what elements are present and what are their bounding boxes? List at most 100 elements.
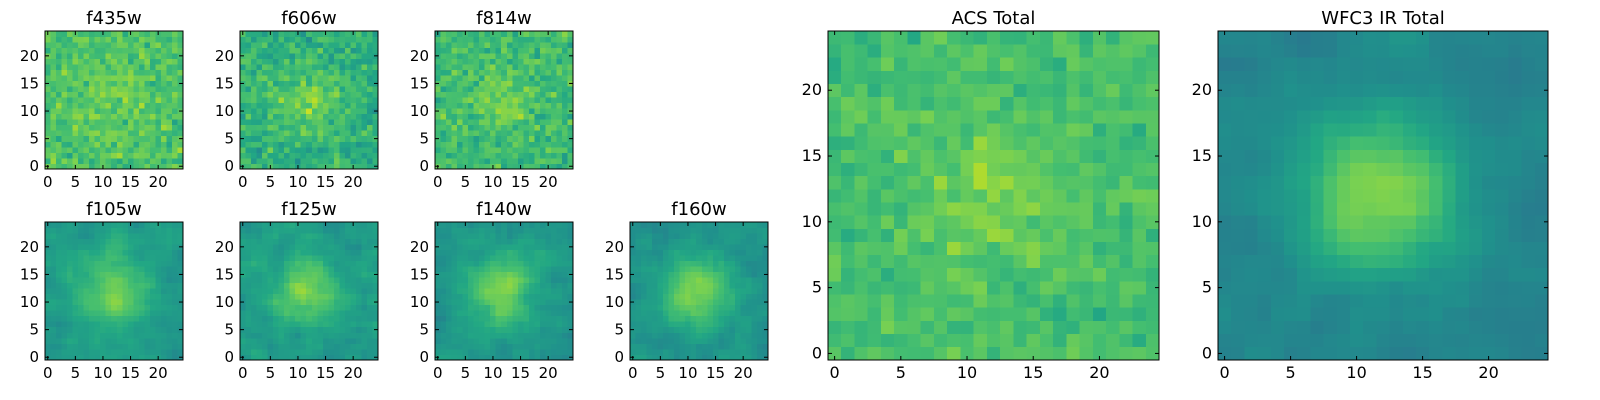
- heatmap-cell: [545, 332, 552, 339]
- heatmap-cell: [828, 294, 842, 308]
- heatmap-cell: [100, 332, 107, 339]
- heatmap-cell: [322, 86, 329, 93]
- heatmap-cell: [556, 348, 563, 355]
- heatmap-cell: [479, 42, 486, 48]
- heatmap-cell: [685, 343, 692, 350]
- heatmap-cell: [289, 86, 296, 93]
- heatmap-cell: [138, 31, 145, 37]
- heatmap-cell: [567, 42, 574, 48]
- heatmap-cell: [256, 130, 263, 137]
- heatmap-cell: [72, 293, 79, 300]
- heatmap-cell: [630, 304, 636, 311]
- heatmap-cell: [712, 266, 719, 273]
- heatmap-cell: [355, 31, 362, 37]
- heatmap-cell: [300, 354, 307, 361]
- heatmap-cell: [94, 36, 101, 43]
- heatmap-cell: [1145, 175, 1160, 190]
- heatmap-cell: [635, 348, 642, 355]
- heatmap-cell: [350, 146, 357, 153]
- heatmap-cell: [317, 260, 324, 267]
- heatmap-cell: [366, 69, 373, 76]
- heatmap-cell: [89, 354, 96, 361]
- heatmap-cell: [539, 222, 546, 228]
- heatmap-cell: [256, 157, 263, 164]
- heatmap-cell: [267, 337, 274, 344]
- heatmap-cell: [539, 310, 546, 317]
- heatmap-cell: [240, 304, 246, 311]
- heatmap-cell: [78, 146, 84, 153]
- heatmap-cell: [685, 238, 692, 245]
- heatmap-cell: [78, 304, 84, 311]
- heatmap-cell: [83, 141, 90, 148]
- heatmap-cell: [517, 315, 524, 322]
- heatmap-cell: [740, 227, 747, 234]
- heatmap-cell: [506, 222, 513, 228]
- heatmap-cell: [366, 310, 373, 317]
- heatmap-cell: [446, 354, 452, 361]
- heatmap-cell: [907, 333, 922, 348]
- heatmap-cell: [679, 337, 686, 344]
- heatmap-cell: [567, 337, 574, 344]
- heatmap-cell: [177, 102, 184, 109]
- heatmap-cell: [517, 36, 524, 43]
- heatmap-cell: [468, 343, 474, 350]
- heatmap-cell: [567, 343, 574, 350]
- heatmap-cell: [317, 36, 324, 43]
- heatmap-cell: [355, 238, 362, 245]
- heatmap-cell: [251, 260, 257, 267]
- heatmap-cell: [712, 260, 719, 267]
- heatmap-cell: [94, 135, 101, 142]
- heatmap-cell: [506, 124, 513, 131]
- heatmap-cell: [100, 80, 107, 87]
- heatmap-cell: [462, 249, 469, 256]
- heatmap-cell: [155, 337, 162, 344]
- heatmap-cell: [679, 282, 686, 289]
- heatmap-cell: [712, 255, 719, 261]
- heatmap-cell: [284, 337, 291, 344]
- y-tick-label: 5: [224, 130, 234, 148]
- heatmap-cell: [451, 124, 458, 131]
- heatmap-cell: [539, 91, 546, 98]
- heatmap-cell: [155, 321, 162, 328]
- heatmap-cell: [155, 332, 162, 339]
- heatmap-cell: [133, 244, 140, 250]
- heatmap-cell: [67, 271, 73, 278]
- heatmap-cell: [333, 255, 340, 261]
- heatmap-cell: [122, 332, 129, 339]
- heatmap-cell: [105, 42, 112, 48]
- heatmap-cell: [306, 326, 313, 333]
- heatmap-cell: [339, 249, 346, 256]
- heatmap-cell: [166, 348, 173, 355]
- heatmap-cell: [561, 321, 568, 328]
- heatmap-cell: [462, 326, 469, 333]
- heatmap-cell: [1145, 162, 1160, 177]
- heatmap-cell: [479, 310, 486, 317]
- heatmap-cell: [366, 244, 373, 250]
- heatmap-cell: [1000, 346, 1014, 361]
- heatmap-cell: [451, 233, 458, 239]
- heatmap-cell: [685, 310, 692, 317]
- heatmap-cell: [56, 332, 62, 339]
- heatmap-cell: [468, 310, 474, 317]
- heatmap-cell: [72, 260, 79, 267]
- heatmap-cell: [745, 315, 752, 322]
- heatmap-cell: [440, 69, 447, 76]
- heatmap-cell: [479, 282, 486, 289]
- heatmap-cell: [89, 47, 96, 54]
- heatmap-cell: [78, 315, 84, 322]
- heatmap-cell: [344, 321, 351, 328]
- heatmap-cell: [723, 227, 730, 234]
- heatmap-cell: [841, 333, 855, 348]
- heatmap-cell: [155, 86, 162, 93]
- heatmap-cell: [278, 141, 285, 148]
- heatmap-cell: [149, 97, 156, 104]
- heatmap-cell: [1026, 175, 1041, 190]
- heatmap-cell: [366, 238, 373, 245]
- heatmap-cell: [245, 244, 252, 250]
- heatmap-cell: [94, 315, 101, 322]
- heatmap-cell: [111, 227, 118, 234]
- heatmap-cell: [674, 310, 681, 317]
- heatmap-cell: [646, 227, 653, 234]
- y-tick-label: 0: [224, 157, 234, 175]
- heatmap-cell: [251, 293, 257, 300]
